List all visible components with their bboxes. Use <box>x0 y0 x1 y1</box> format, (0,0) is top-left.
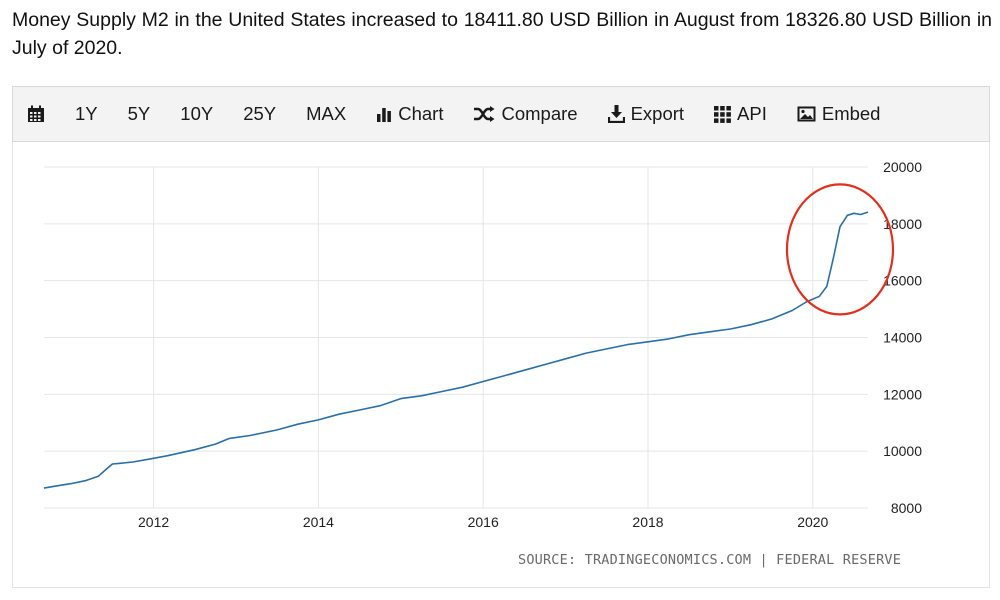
source-credit: SOURCE: TRADINGECONOMICS.COM | FEDERAL R… <box>518 552 902 568</box>
compare-button[interactable]: Compare <box>473 103 578 125</box>
calendar-button[interactable] <box>27 105 45 123</box>
annotation-layer <box>785 183 895 316</box>
chart-frame <box>12 142 990 588</box>
export-button[interactable]: Export <box>607 103 685 125</box>
y-tick-label: 18000 <box>883 216 922 232</box>
api-button-label: API <box>737 103 767 124</box>
x-tick-label: 2020 <box>797 514 828 530</box>
y-tick-label: 20000 <box>883 159 922 175</box>
range-10y-button[interactable]: 10Y <box>180 103 214 124</box>
y-axis-ticks: 20000 18000 16000 14000 12000 10000 8000 <box>883 159 922 516</box>
shuffle-icon <box>474 106 495 122</box>
y-tick-label: 16000 <box>883 273 922 289</box>
headline: Money Supply M2 in the United States inc… <box>12 9 992 59</box>
api-button[interactable]: API <box>714 103 767 125</box>
grid-lines <box>44 166 868 509</box>
chart-button-label: Chart <box>398 103 444 124</box>
x-axis-ticks: 2012 2014 2016 2018 2020 <box>138 514 829 530</box>
grid-icon <box>714 105 731 123</box>
x-tick-label: 2016 <box>468 514 499 530</box>
m2-series-line <box>43 211 869 489</box>
y-tick-label: 10000 <box>883 443 922 459</box>
y-tick-label: 12000 <box>883 386 922 402</box>
highlight-circle <box>785 183 895 316</box>
range-1y-button[interactable]: 1Y <box>75 103 98 124</box>
y-tick-label: 14000 <box>883 330 922 346</box>
bar-chart-icon <box>377 108 392 122</box>
download-icon <box>607 105 625 123</box>
range-max-button[interactable]: MAX <box>306 103 347 124</box>
export-button-label: Export <box>630 103 685 124</box>
x-tick-label: 2012 <box>138 514 169 530</box>
chart-button[interactable]: Chart <box>376 103 443 125</box>
compare-button-label: Compare <box>501 103 578 124</box>
x-tick-label: 2018 <box>632 514 663 530</box>
range-5y-button[interactable]: 5Y <box>127 103 151 124</box>
chart-toolbar: 1Y 5Y 10Y 25Y MAX Chart Compare Export <box>12 86 990 142</box>
range-25y-button[interactable]: 25Y <box>243 103 277 124</box>
embed-button-label: Embed <box>821 103 881 124</box>
image-icon <box>797 106 816 122</box>
embed-button[interactable]: Embed <box>797 103 881 125</box>
series-layer <box>43 211 869 489</box>
calendar-icon <box>28 105 44 122</box>
x-tick-label: 2014 <box>303 514 334 530</box>
y-tick-label: 8000 <box>891 500 922 516</box>
